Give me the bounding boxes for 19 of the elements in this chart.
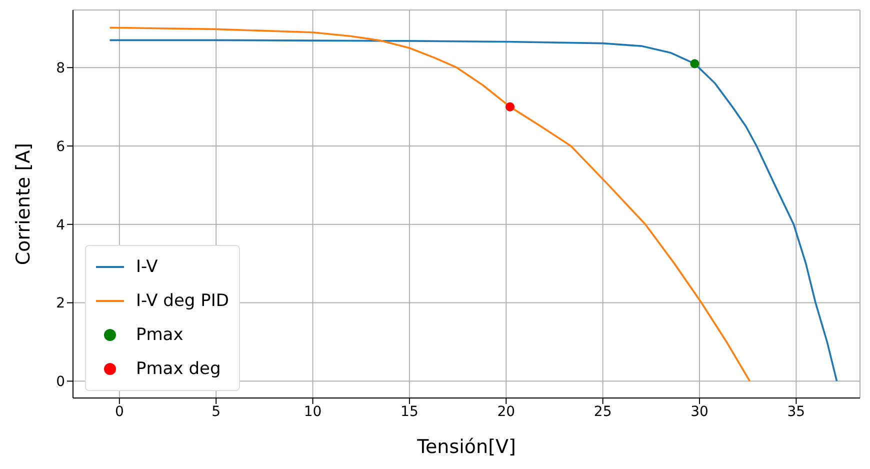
y-tick-label: 2 <box>56 296 65 312</box>
y-tick-label: 4 <box>56 217 66 234</box>
y-axis-title: Corriente [A] <box>12 142 35 266</box>
y-tick-label: 6 <box>56 138 66 155</box>
x-tick-label: 30 <box>690 404 708 420</box>
x-tick-label: 10 <box>304 404 322 420</box>
x-axis-title: Tensión[V] <box>416 436 516 458</box>
legend-label: Pmax deg <box>136 358 221 381</box>
legend-label: I-V <box>136 256 158 279</box>
x-tick-label: 15 <box>400 404 418 420</box>
legend-label: Pmax <box>136 324 184 347</box>
y-tick-label: 8 <box>56 60 65 77</box>
x-tick-label: 0 <box>114 404 124 420</box>
y-tick-label: 0 <box>56 374 65 390</box>
legend-label: I-V deg PID <box>136 290 229 313</box>
x-tick-label: 5 <box>212 404 221 420</box>
x-tick-label: 20 <box>497 404 516 420</box>
x-tick-label: 25 <box>594 404 612 420</box>
x-tick-label: 35 <box>787 404 806 420</box>
